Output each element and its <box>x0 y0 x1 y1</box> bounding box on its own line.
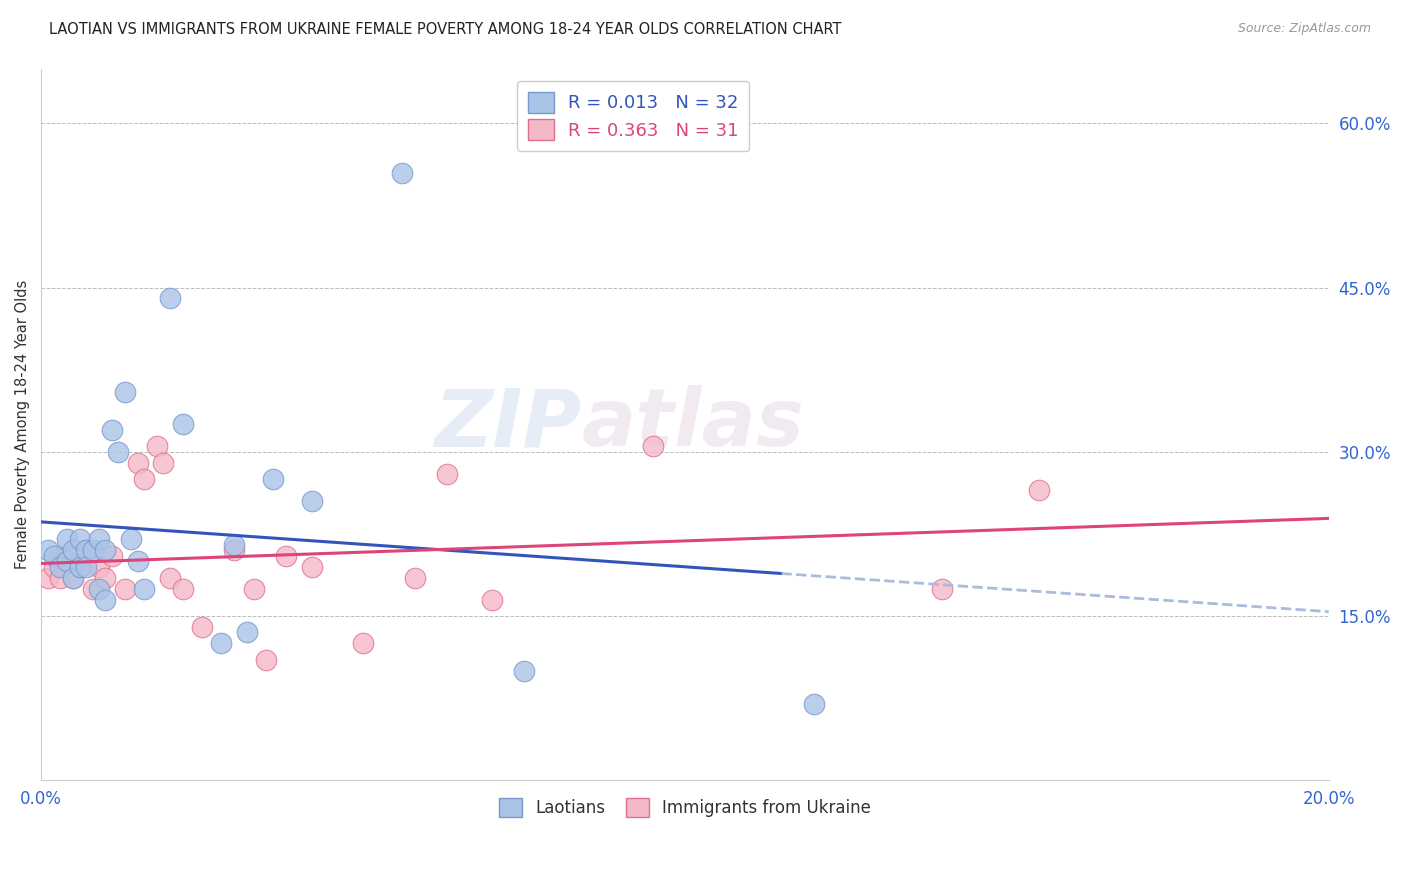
Point <box>75 559 97 574</box>
Point <box>931 582 953 596</box>
Point <box>146 439 169 453</box>
Point <box>101 549 124 563</box>
Text: atlas: atlas <box>582 385 804 464</box>
Y-axis label: Female Poverty Among 18-24 Year Olds: Female Poverty Among 18-24 Year Olds <box>15 280 30 569</box>
Point <box>134 582 156 596</box>
Point <box>120 533 142 547</box>
Point <box>75 543 97 558</box>
Point <box>127 456 149 470</box>
Point <box>49 571 72 585</box>
Point <box>82 582 104 596</box>
Point <box>94 592 117 607</box>
Point <box>49 559 72 574</box>
Point <box>481 592 503 607</box>
Point <box>101 423 124 437</box>
Point <box>69 533 91 547</box>
Point <box>114 384 136 399</box>
Point <box>641 439 664 453</box>
Point <box>114 582 136 596</box>
Point <box>107 444 129 458</box>
Point <box>56 554 79 568</box>
Point <box>37 543 59 558</box>
Point <box>87 582 110 596</box>
Point <box>127 554 149 568</box>
Point <box>262 472 284 486</box>
Point <box>94 571 117 585</box>
Point <box>82 543 104 558</box>
Point <box>87 559 110 574</box>
Point <box>159 571 181 585</box>
Legend: Laotians, Immigrants from Ukraine: Laotians, Immigrants from Ukraine <box>491 789 879 825</box>
Point <box>42 549 65 563</box>
Text: LAOTIAN VS IMMIGRANTS FROM UKRAINE FEMALE POVERTY AMONG 18-24 YEAR OLDS CORRELAT: LAOTIAN VS IMMIGRANTS FROM UKRAINE FEMAL… <box>49 22 842 37</box>
Point <box>172 417 194 432</box>
Point <box>69 559 91 574</box>
Point <box>62 571 84 585</box>
Point <box>224 543 246 558</box>
Point <box>224 538 246 552</box>
Point <box>274 549 297 563</box>
Point <box>134 472 156 486</box>
Point <box>37 571 59 585</box>
Point <box>803 697 825 711</box>
Text: ZIP: ZIP <box>434 385 582 464</box>
Point <box>236 625 259 640</box>
Point <box>256 653 278 667</box>
Point <box>152 456 174 470</box>
Point <box>301 559 323 574</box>
Point <box>69 559 91 574</box>
Point <box>87 533 110 547</box>
Point <box>191 620 214 634</box>
Point <box>56 533 79 547</box>
Point <box>301 494 323 508</box>
Point <box>242 582 264 596</box>
Point <box>391 165 413 179</box>
Point <box>1028 483 1050 497</box>
Point <box>159 292 181 306</box>
Point <box>94 543 117 558</box>
Point <box>209 636 232 650</box>
Text: Source: ZipAtlas.com: Source: ZipAtlas.com <box>1237 22 1371 36</box>
Point <box>436 467 458 481</box>
Point <box>404 571 426 585</box>
Point <box>62 543 84 558</box>
Point <box>75 543 97 558</box>
Point <box>172 582 194 596</box>
Point <box>62 571 84 585</box>
Point <box>352 636 374 650</box>
Point <box>56 549 79 563</box>
Point <box>42 559 65 574</box>
Point <box>513 664 536 678</box>
